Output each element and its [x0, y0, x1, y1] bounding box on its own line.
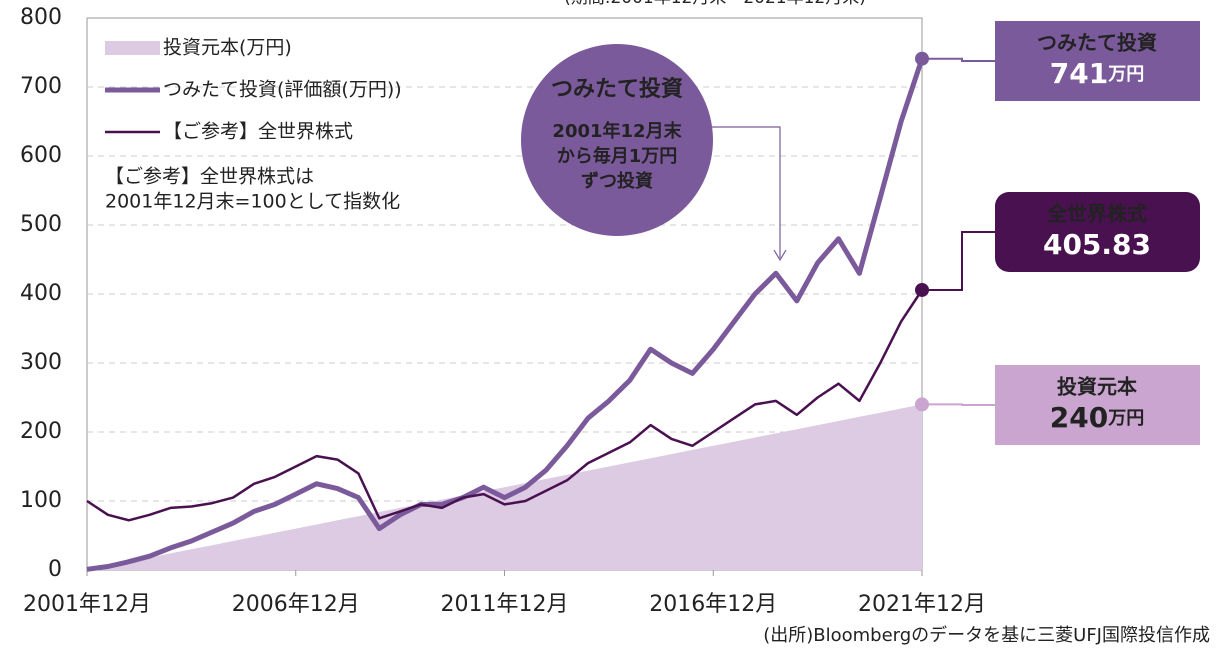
note: 2001年12月末=100として指数化 [105, 191, 400, 213]
end-connector [922, 404, 997, 405]
end-value: 405.83 [1043, 228, 1151, 261]
end-marker [915, 397, 929, 411]
legend-label: つみたて投資(評価額(万円)) [163, 79, 402, 101]
end-box-title: つみたて投資 [1037, 31, 1157, 55]
end-box-title: 全世界株式 [1046, 202, 1147, 226]
end-box-title: 投資元本 [1057, 375, 1137, 399]
y-tick-label: 600 [20, 143, 62, 168]
callout-text: 2001年12月末 [552, 120, 682, 142]
area [87, 404, 922, 570]
end-connector [922, 59, 997, 61]
source: (出所)Bloombergのデータを基に三菱UFJ国際投信作成 [763, 625, 1210, 646]
y-tick-label: 700 [20, 74, 62, 99]
y-tick-label: 500 [20, 212, 62, 237]
x-tick-label: 2001年12月 [23, 592, 151, 617]
x-tick-label: 2021年12月 [858, 592, 986, 617]
callout-text: ずつ投資 [581, 170, 653, 192]
callout-text: から毎月1万円 [557, 145, 678, 167]
x-tick-label: 2006年12月 [232, 592, 360, 617]
end-marker [915, 283, 929, 297]
end-connector [922, 232, 997, 290]
y-tick-label: 0 [48, 557, 62, 582]
end-marker [915, 52, 929, 66]
y-tick-label: 400 [20, 281, 62, 306]
y-tick-label: 200 [20, 419, 62, 444]
legend-label: 投資元本(万円) [163, 37, 292, 59]
note: 【ご参考】全世界株式は [105, 166, 314, 188]
end-value: 741 [1050, 57, 1108, 90]
y-tick-label: 100 [20, 488, 62, 513]
legend-label: 【ご参考】全世界株式 [163, 121, 353, 143]
chart: (期間:2001年12月末～2021年12月末) (出所)Bloombergのデ… [0, 0, 1225, 648]
end-box-value: 405.83 [1043, 228, 1151, 261]
callout-title: つみたて投資 [551, 76, 683, 102]
end-unit: 万円 [1107, 64, 1144, 85]
x-tick-label: 2011年12月 [441, 592, 569, 617]
y-tick-label: 800 [20, 5, 62, 30]
x-tick-label: 2016年12月 [649, 592, 777, 617]
end-value: 240 [1050, 401, 1108, 434]
legend-swatch [105, 41, 160, 55]
chart-subtitle: (期間:2001年12月末～2021年12月末) [564, 0, 866, 8]
y-tick-label: 300 [20, 350, 62, 375]
end-unit: 万円 [1107, 408, 1144, 429]
